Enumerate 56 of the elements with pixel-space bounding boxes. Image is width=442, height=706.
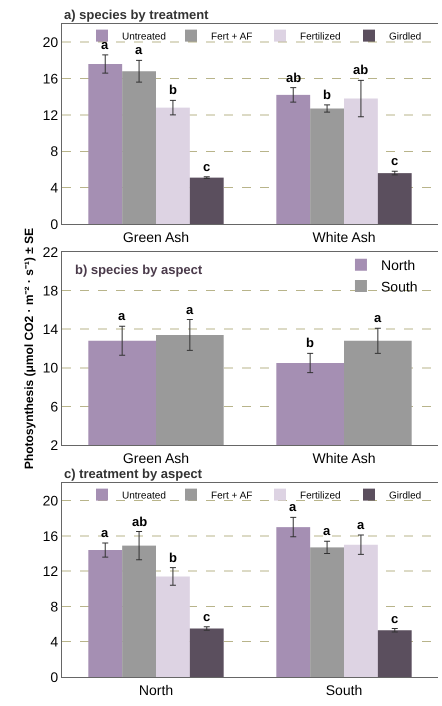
data-label: a — [374, 310, 382, 325]
data-label: c — [391, 611, 398, 626]
data-label: a — [135, 42, 143, 57]
legend-label: Untreated — [122, 32, 166, 43]
y-tick-label: 16 — [42, 528, 58, 544]
y-tick-label: 14 — [42, 321, 58, 338]
x-tick-label: Green Ash — [122, 450, 190, 466]
y-tick-label: 4 — [50, 634, 58, 650]
y-tick-label: 4 — [50, 180, 58, 196]
data-label: a — [101, 525, 109, 540]
data-label: b — [169, 82, 177, 97]
data-label: a — [323, 523, 331, 538]
data-label: c — [391, 153, 398, 168]
y-tick-label: 0 — [50, 216, 58, 232]
y-tick-label: 20 — [42, 34, 58, 50]
data-label: b — [169, 550, 177, 565]
x-tick-label: White Ash — [312, 228, 376, 245]
y-tick-label: 2 — [50, 436, 58, 453]
data-label: a — [118, 308, 126, 323]
y-axis-title: Photosynthesis (μmol CO2 · m⁻² · s⁻¹) ± SE — [22, 228, 36, 470]
data-label: c — [203, 159, 210, 174]
y-tick-label: 18 — [42, 282, 58, 298]
y-tick-label: 22 — [42, 244, 58, 260]
legend-label: Untreated — [122, 490, 166, 502]
x-tick-label: Green Ash — [122, 228, 190, 245]
y-tick-label: 0 — [50, 668, 58, 685]
legend-label: Fert + AF — [211, 32, 252, 43]
y-tick-label: 16 — [42, 70, 58, 86]
y-tick-label: 8 — [50, 598, 58, 614]
legend-label: Girdled — [389, 490, 422, 502]
y-tick-label: 10 — [42, 360, 58, 376]
y-tick-label: 20 — [42, 492, 58, 509]
legend-label: Fert + AF — [211, 490, 252, 502]
y-tick-label: 6 — [50, 398, 58, 414]
legend-label: Fertilized — [300, 32, 341, 43]
data-label: b — [306, 335, 314, 350]
x-tick-label: White Ash — [312, 450, 376, 466]
chart-title: a) species by treatment — [64, 7, 210, 22]
data-label: a — [101, 37, 109, 52]
y-tick-label: 12 — [42, 106, 58, 123]
y-tick-label: 8 — [50, 143, 58, 160]
chart-title: c) treatment by aspect — [64, 466, 203, 481]
data-label: ab — [286, 70, 302, 85]
data-label: c — [203, 609, 210, 624]
data-label: ab — [132, 514, 148, 529]
legend-label: North — [380, 257, 416, 274]
data-label: a — [186, 302, 194, 317]
legend-label: Fertilized — [300, 490, 341, 502]
y-tick-label: 12 — [42, 563, 58, 580]
data-label: b — [323, 87, 331, 102]
data-label: a — [289, 499, 297, 514]
legend-label: South — [380, 278, 418, 294]
legend-label: Girdled — [389, 32, 422, 43]
data-label: a — [357, 517, 365, 532]
data-label: ab — [353, 62, 368, 77]
text: b) species by aspect — [75, 262, 203, 277]
